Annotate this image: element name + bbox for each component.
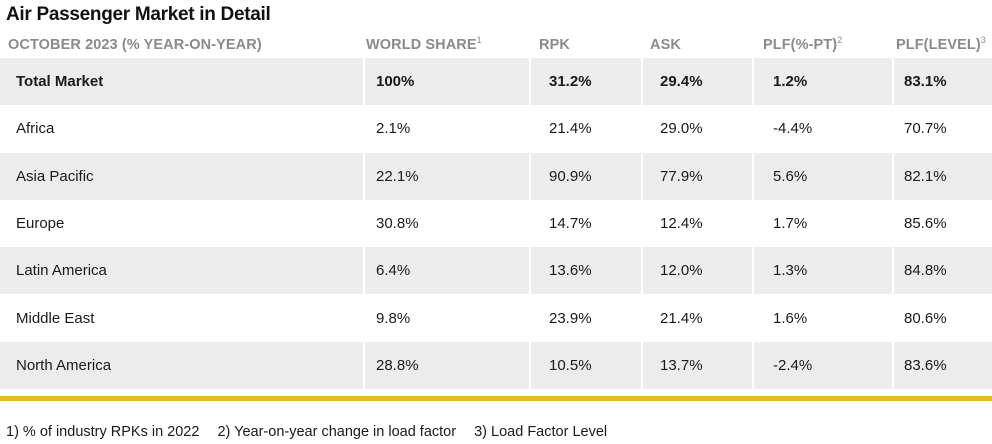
plf-level-cell: 80.6%: [904, 309, 947, 327]
column-divider: [641, 341, 643, 390]
footnote-3: 3) Load Factor Level: [474, 424, 608, 440]
column-divider: [892, 247, 894, 295]
world-share-cell: 9.8%: [376, 309, 411, 327]
column-divider: [892, 341, 894, 390]
rpk-cell: 23.9%: [549, 309, 592, 327]
column-divider: [529, 341, 531, 390]
column-divider: [892, 58, 894, 106]
header-world-share: WORLD SHARE1: [366, 35, 482, 53]
header-region: OCTOBER 2023 (% YEAR-ON-YEAR): [8, 37, 262, 53]
column-divider: [752, 247, 754, 295]
header-rpk: RPK: [539, 37, 570, 53]
rpk-cell: 13.6%: [549, 262, 592, 280]
world-share-cell: 6.4%: [376, 262, 411, 280]
table-row: Latin America 6.4% 13.6% 12.0% 1.3% 84.8%: [0, 247, 992, 295]
column-divider: [363, 341, 365, 390]
table-row: Middle East 9.8% 23.9% 21.4% 1.6% 80.6%: [0, 294, 992, 341]
region-cell: Middle East: [16, 309, 95, 327]
header-plf-pt: PLF(%-PT)2: [763, 35, 843, 53]
accent-bar: [0, 396, 992, 401]
world-share-cell: 2.1%: [376, 120, 411, 138]
column-divider: [363, 152, 365, 200]
plf-level-cell: 84.8%: [904, 262, 947, 280]
column-divider: [641, 58, 643, 106]
plf-pt-cell: 1.7%: [773, 215, 808, 233]
ask-cell: 29.0%: [660, 120, 703, 138]
table-row: Europe 30.8% 14.7% 12.4% 1.7% 85.6%: [0, 200, 992, 247]
ask-cell: 12.4%: [660, 215, 703, 233]
column-divider: [363, 247, 365, 295]
table-row: Africa 2.1% 21.4% 29.0% -4.4% 70.7%: [0, 105, 992, 152]
world-share-cell: 22.1%: [376, 167, 419, 185]
column-divider: [529, 58, 531, 106]
plf-level-cell: 85.6%: [904, 215, 947, 233]
plf-level-cell: 83.6%: [904, 356, 947, 374]
plf-pt-cell: 1.6%: [773, 309, 808, 327]
rpk-cell: 10.5%: [549, 356, 592, 374]
table-row: Asia Pacific 22.1% 90.9% 77.9% 5.6% 82.1%: [0, 152, 992, 200]
column-divider: [641, 152, 643, 200]
column-divider: [641, 247, 643, 295]
world-share-cell: 28.8%: [376, 356, 419, 374]
plf-level-cell: 83.1%: [904, 73, 947, 91]
column-divider: [752, 341, 754, 390]
region-cell: Asia Pacific: [16, 167, 94, 185]
region-cell: North America: [16, 356, 112, 374]
rpk-cell: 21.4%: [549, 120, 592, 138]
region-cell: Europe: [16, 215, 65, 233]
column-divider: [529, 247, 531, 295]
column-divider: [752, 152, 754, 200]
region-cell: Latin America: [16, 262, 107, 280]
plf-pt-cell: -2.4%: [773, 356, 813, 374]
table-row: North America 28.8% 10.5% 13.7% -2.4% 83.6%: [0, 341, 992, 390]
ask-cell: 12.0%: [660, 262, 703, 280]
footnote-1: 1) % of industry RPKs in 2022: [6, 424, 200, 440]
market-table: Total Market 100% 31.2% 29.4% 1.2% 83.1% Afric…: [0, 58, 992, 390]
plf-level-cell: 70.7%: [904, 120, 947, 138]
region-cell: Africa: [16, 120, 55, 138]
plf-level-cell: 82.1%: [904, 167, 947, 185]
plf-pt-cell: 1.2%: [773, 73, 808, 91]
plf-pt-cell: 5.6%: [773, 167, 808, 185]
column-divider: [892, 152, 894, 200]
rpk-cell: 90.9%: [549, 167, 592, 185]
table-row-total: Total Market 100% 31.2% 29.4% 1.2% 83.1%: [0, 58, 992, 106]
column-divider: [752, 58, 754, 106]
ask-cell: 29.4%: [660, 73, 703, 91]
column-divider: [363, 58, 365, 106]
page-title: Air Passenger Market in Detail: [6, 4, 271, 25]
region-cell: Total Market: [16, 73, 104, 91]
header-ask: ASK: [650, 37, 681, 53]
world-share-cell: 30.8%: [376, 215, 419, 233]
ask-cell: 21.4%: [660, 309, 703, 327]
rpk-cell: 14.7%: [549, 215, 592, 233]
footnote-2: 2) Year-on-year change in load factor: [217, 424, 457, 440]
footnotes: 1) % of industry RPKs in 2022 2) Year-on…: [6, 424, 621, 440]
table-header: OCTOBER 2023 (% YEAR-ON-YEAR) WORLD SHAR…: [0, 30, 992, 58]
plf-pt-cell: 1.3%: [773, 262, 808, 280]
plf-pt-cell: -4.4%: [773, 120, 813, 138]
ask-cell: 77.9%: [660, 167, 703, 185]
ask-cell: 13.7%: [660, 356, 703, 374]
rpk-cell: 31.2%: [549, 73, 592, 91]
world-share-cell: 100%: [376, 73, 415, 91]
header-plf-level: PLF(LEVEL)3: [896, 35, 986, 53]
column-divider: [529, 152, 531, 200]
